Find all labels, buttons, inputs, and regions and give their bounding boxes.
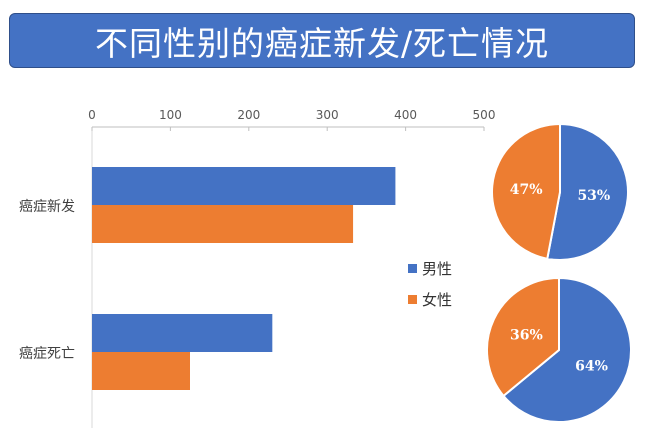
x-tick-label: 500 — [473, 108, 496, 122]
x-tick-label: 0 — [88, 108, 96, 122]
pie-data-label: 47% — [510, 182, 543, 198]
pie-slice-female — [486, 278, 560, 398]
title-banner: 不同性别的癌症新发/死亡情况 — [9, 13, 635, 68]
pie-slice-male — [546, 122, 629, 261]
legend-label-male: 男性 — [422, 259, 453, 278]
pie-data-label: 36% — [510, 328, 543, 344]
pie-chart-deaths: 64% 36% — [486, 278, 632, 423]
legend-swatch-female — [408, 294, 417, 304]
pie-data-label: 53% — [577, 188, 610, 204]
y-category-label: 癌症死亡 — [19, 346, 75, 362]
pie-slice-female — [490, 122, 561, 260]
legend-item-male: 男性 — [408, 257, 452, 279]
chart-title: 不同性别的癌症新发/死亡情况 — [94, 23, 550, 63]
pie-data-label: 64% — [575, 358, 608, 374]
bar-female-0 — [92, 205, 354, 243]
bar-male-0 — [92, 167, 396, 205]
x-tick-label: 200 — [237, 108, 260, 122]
legend-item-female: 女性 — [408, 288, 452, 310]
legend-label-female: 女性 — [422, 290, 453, 309]
bar-male-1 — [92, 314, 273, 352]
bar-female-1 — [92, 352, 190, 390]
legend-swatch-male — [408, 263, 417, 273]
legend: 男性 女性 — [408, 257, 452, 319]
pie-slice-male — [502, 278, 632, 423]
x-tick-label: 300 — [316, 108, 339, 122]
x-tick-label: 100 — [159, 108, 182, 122]
x-tick-label: 400 — [394, 108, 417, 122]
y-category-label: 癌症新发 — [19, 199, 75, 215]
pie-chart-new-cases: 53% 47% — [490, 122, 629, 261]
